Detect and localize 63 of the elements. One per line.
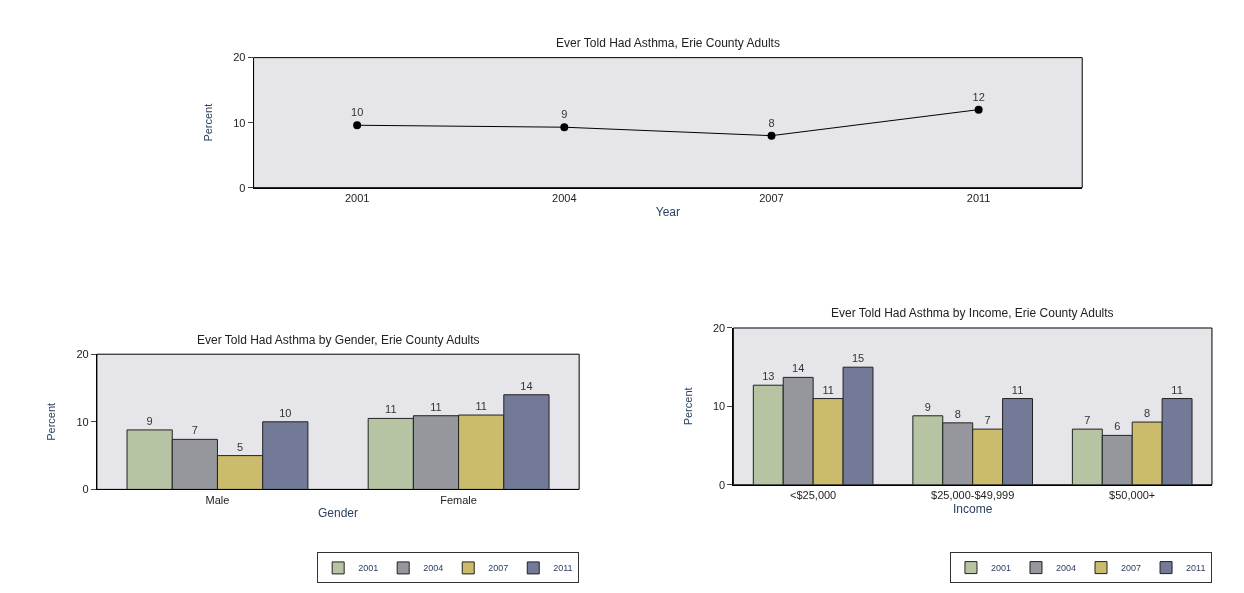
data-label: 12 bbox=[972, 90, 985, 103]
legend-label: 2004 bbox=[1056, 563, 1077, 574]
legend-label: 2007 bbox=[488, 563, 509, 574]
y-axis-title: Percent bbox=[681, 387, 694, 426]
data-label: 11 bbox=[475, 400, 487, 413]
data-label: 14 bbox=[520, 379, 533, 392]
data-label: 9 bbox=[924, 400, 931, 413]
x-tick-label: 2001 bbox=[344, 191, 370, 204]
x-tick-label: 2007 bbox=[759, 191, 784, 204]
x-tick-label: $50,000+ bbox=[1109, 488, 1156, 501]
data-label: 11 bbox=[1171, 383, 1183, 396]
x-tick-label: <$25,000 bbox=[790, 488, 837, 501]
y-tick-label: 20 bbox=[712, 321, 726, 334]
data-label: 10 bbox=[351, 106, 364, 119]
data-label: 8 bbox=[768, 116, 775, 129]
data-label: 7 bbox=[984, 414, 991, 427]
legend-label: 2004 bbox=[423, 563, 444, 574]
legend-label: 2001 bbox=[358, 563, 379, 574]
data-label: 6 bbox=[1114, 420, 1121, 433]
x-axis-title: Year bbox=[655, 204, 681, 219]
data-label: 9 bbox=[561, 108, 568, 121]
data-label: 14 bbox=[792, 362, 805, 375]
data-label: 9 bbox=[146, 414, 153, 427]
legend-label: 2011 bbox=[1186, 563, 1206, 574]
y-tick-label: 0 bbox=[82, 483, 89, 496]
point bbox=[560, 123, 569, 132]
legend-label: 2007 bbox=[1121, 563, 1142, 574]
y-tick-label: 0 bbox=[719, 478, 726, 491]
chart-title: Ever Told Had Asthma, Erie County Adults bbox=[556, 36, 780, 50]
point bbox=[974, 105, 983, 114]
y-tick-label: 20 bbox=[76, 348, 89, 361]
data-label: 11 bbox=[1011, 383, 1024, 396]
chart-title: Ever Told Had Asthma by Gender, Erie County Adults bbox=[197, 333, 480, 347]
y-axis-title: Percent bbox=[201, 103, 214, 142]
data-label: 7 bbox=[191, 424, 198, 437]
data-label: 7 bbox=[1084, 414, 1091, 427]
y-tick-label: 10 bbox=[712, 400, 726, 413]
data-label: 15 bbox=[851, 352, 865, 365]
data-label: 13 bbox=[762, 370, 775, 383]
x-tick-label: Male bbox=[205, 493, 230, 506]
x-axis-title: Gender bbox=[318, 506, 359, 521]
x-tick-label: 2011 bbox=[966, 191, 991, 204]
data-label: 10 bbox=[279, 406, 292, 419]
data-label: 11 bbox=[385, 403, 397, 416]
x-axis-title: Income bbox=[953, 501, 993, 516]
data-label: 5 bbox=[237, 440, 244, 453]
y-axis-title: Percent bbox=[45, 402, 58, 441]
x-tick-label: $25,000-$49,999 bbox=[931, 488, 1015, 501]
y-tick-label: 0 bbox=[239, 181, 246, 194]
y-tick-label: 10 bbox=[76, 415, 89, 428]
y-tick-label: 10 bbox=[233, 116, 246, 129]
data-label: 8 bbox=[1144, 407, 1151, 420]
x-tick-label: Female bbox=[440, 493, 477, 506]
data-label: 11 bbox=[822, 383, 834, 396]
x-tick-label: 2004 bbox=[552, 191, 577, 204]
y-tick-label: 20 bbox=[233, 51, 246, 64]
data-label: 8 bbox=[954, 407, 961, 420]
data-label: 11 bbox=[430, 400, 442, 413]
legend-label: 2001 bbox=[990, 563, 1011, 574]
chart-title: Ever Told Had Asthma by Income, Erie County Adults bbox=[831, 306, 1114, 320]
point bbox=[353, 121, 362, 130]
legend-label: 2011 bbox=[553, 563, 573, 574]
point bbox=[767, 131, 776, 140]
